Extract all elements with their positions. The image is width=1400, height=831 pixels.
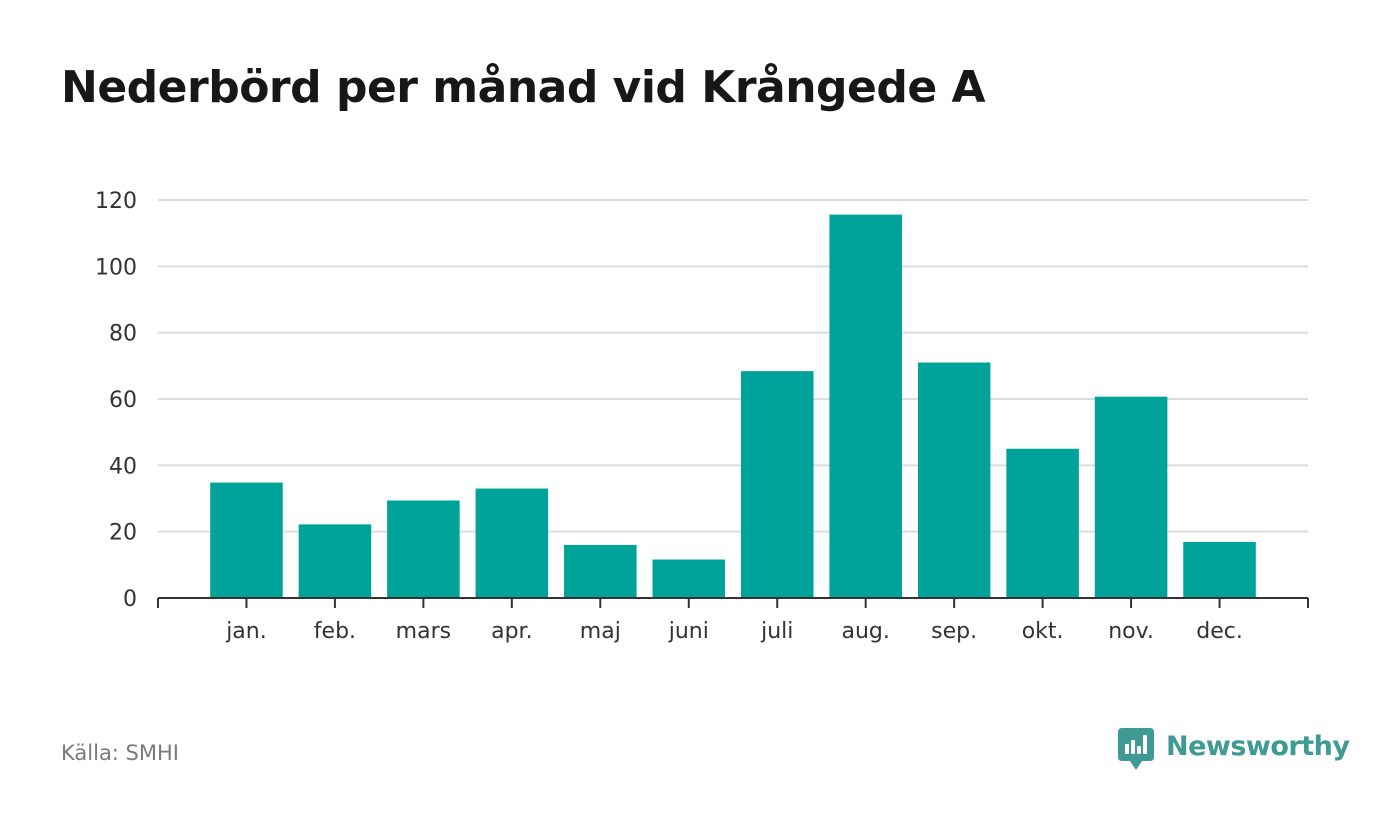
- bar-feb: [298, 524, 372, 598]
- x-tick-label: aug.: [841, 619, 889, 644]
- x-tick-label: feb.: [314, 619, 356, 644]
- chart-title: Nederbörd per månad vid Krångede A: [61, 62, 986, 113]
- bar-okt: [1006, 448, 1079, 598]
- bar-mars: [387, 500, 460, 598]
- bar-jan: [210, 482, 283, 598]
- source-note: Källa: SMHI: [61, 741, 179, 765]
- brand-name: Newsworthy: [1166, 730, 1350, 762]
- x-axis: [157, 597, 1309, 608]
- y-tick-label: 120: [95, 189, 137, 214]
- y-tick-label: 40: [109, 454, 137, 479]
- x-tick-label: okt.: [1022, 619, 1064, 644]
- bar-maj: [564, 544, 637, 598]
- newsworthy-logo-icon: [1118, 728, 1154, 770]
- y-tick-label: 60: [109, 388, 137, 413]
- bar-sep: [917, 362, 991, 598]
- x-tick-label: nov.: [1108, 619, 1154, 644]
- y-tick-label: 100: [95, 255, 137, 280]
- bar-aug: [829, 214, 902, 599]
- x-tick-label: dec.: [1196, 619, 1243, 644]
- x-tick-label: apr.: [491, 619, 532, 644]
- x-tick-label: juli: [760, 619, 793, 644]
- brand-logo: Newsworthy: [1118, 728, 1350, 772]
- x-tick-label: juni: [668, 619, 709, 644]
- bar-juli: [740, 371, 814, 598]
- x-tick-label: jan.: [225, 619, 267, 644]
- y-tick-label: 20: [109, 521, 137, 546]
- y-tick-label: 0: [123, 587, 137, 612]
- bar-nov: [1094, 396, 1168, 598]
- y-tick-label: 80: [109, 322, 137, 347]
- x-tick-label: sep.: [931, 619, 977, 644]
- x-tick-label: maj: [580, 619, 621, 644]
- x-axis-ticks: jan. feb. mars apr. maj juni juli aug. sep. okt. n…: [225, 619, 1243, 644]
- x-tick-label: mars: [396, 619, 451, 644]
- bar-dec: [1183, 541, 1256, 598]
- bar-apr: [475, 488, 549, 598]
- bars: [210, 214, 1256, 599]
- bar-juni: [652, 559, 726, 598]
- y-axis-ticks: 0 20 40 60 80 100 120: [95, 189, 137, 612]
